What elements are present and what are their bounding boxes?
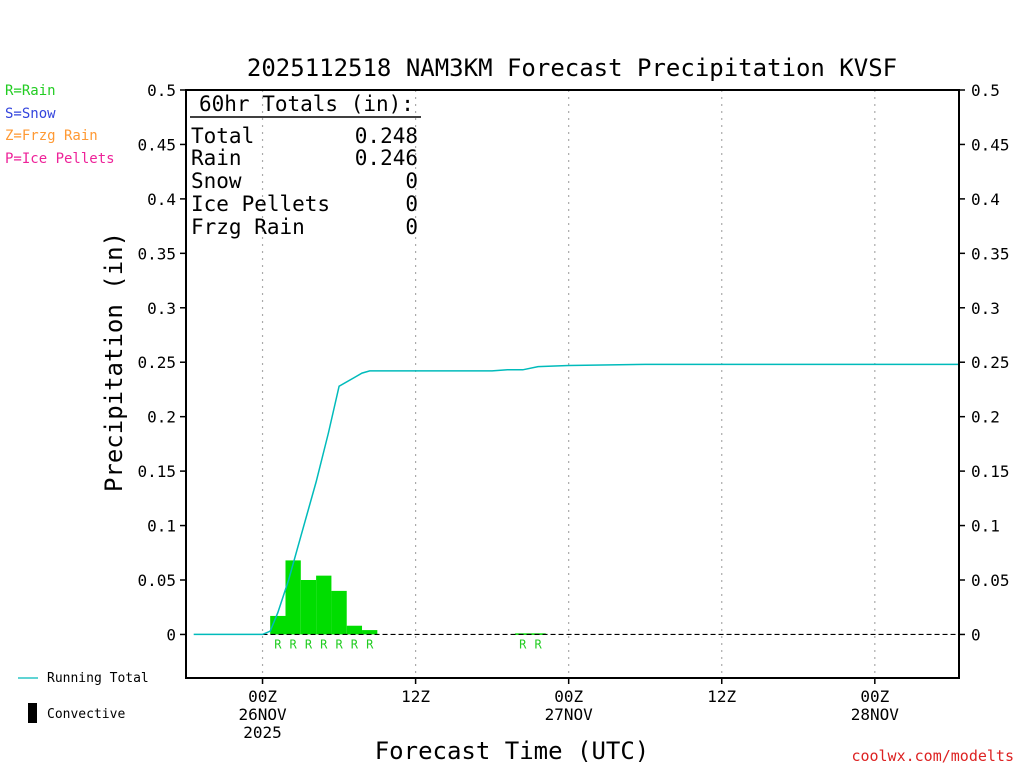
- totals-label-frzg-rain: Frzg Rain: [191, 215, 305, 239]
- rain-bar-1: [285, 560, 301, 635]
- rain-bar-3: [316, 575, 332, 635]
- totals-heading: 60hr Totals (in):: [199, 92, 414, 116]
- running-total-line: [193, 363, 959, 636]
- y-tick-label-right-6: 0.3: [971, 299, 1000, 318]
- totals-value-snow: 0: [405, 169, 418, 193]
- y-tick-label-left-4: 0.2: [147, 408, 176, 427]
- convective-legend-swatch: [28, 703, 37, 723]
- y-tick-label-right-9: 0.45: [971, 135, 1010, 154]
- grid-lines: [261, 90, 876, 678]
- totals-value-ice-pellets: 0: [405, 192, 418, 216]
- running-total-series: [193, 363, 959, 636]
- x-tick-label-3-0: 12Z: [707, 687, 736, 706]
- y-tick-label-right-2: 0.1: [971, 517, 1000, 536]
- y-tick-label-right-10: 0.5: [971, 81, 1000, 100]
- x-tick-label-0-0: 00Z: [248, 687, 277, 706]
- x-axis-label: Forecast Time (UTC): [375, 737, 650, 765]
- x-tick-label-0-2: 2025: [243, 723, 282, 742]
- totals-label-total: Total: [191, 124, 254, 148]
- chart-title: 2025112518 NAM3KM Forecast Precipitation…: [247, 54, 897, 82]
- rain-bar-5: [346, 625, 363, 635]
- y-tick-label-left-0: 0: [166, 625, 176, 644]
- y-tick-label-left-6: 0.3: [147, 299, 176, 318]
- y-tick-label-right-8: 0.4: [971, 190, 1000, 209]
- ptype-label-7: R: [519, 637, 527, 651]
- x-tick-label-0-1: 26NOV: [238, 705, 287, 724]
- ptype-label-5: R: [351, 637, 359, 651]
- x-tick-label-4-1: 28NOV: [851, 705, 900, 724]
- rain-bar-2: [300, 580, 317, 635]
- totals-value-rain: 0.246: [355, 146, 418, 170]
- x-tick-label-2-1: 27NOV: [545, 705, 594, 724]
- y-tick-label-left-10: 0.5: [147, 81, 176, 100]
- totals-value-frzg-rain: 0: [405, 215, 418, 239]
- ptype-legend-ice-pellets: P=Ice Pellets: [5, 150, 115, 167]
- y-tick-label-left-2: 0.1: [147, 517, 176, 536]
- y-tick-label-left-5: 0.25: [137, 353, 176, 372]
- x-tick-label-2-0: 00Z: [554, 687, 583, 706]
- y-tick-label-right-4: 0.2: [971, 408, 1000, 427]
- ptype-legend-rain: R=Rain: [5, 83, 56, 99]
- y-tick-label-left-3: 0.15: [137, 462, 176, 481]
- y-tick-label-right-5: 0.25: [971, 353, 1010, 372]
- ptype-label-1: R: [290, 637, 298, 651]
- ptype-label-3: R: [320, 637, 328, 651]
- rain-bar-6: [362, 630, 378, 635]
- ptype-legend-snow: S=Snow: [5, 105, 56, 122]
- y-axis-label: Precipitation (in): [100, 232, 128, 492]
- ptype-legend: R=Rain S=Snow Z=Frzg Rain P=Ice Pellets: [5, 80, 115, 170]
- totals-box: 60hr Totals (in): Total 0.248 Rain 0.246…: [190, 92, 421, 239]
- bottom-legend: Running Total Convective: [18, 671, 149, 723]
- convective-legend-label: Convective: [47, 707, 125, 722]
- y-tick-label-left-1: 0.05: [137, 571, 176, 590]
- ptype-label-2: R: [305, 637, 313, 651]
- totals-label-snow: Snow: [191, 169, 242, 193]
- ptype-legend-frzg-rain: Z=Frzg Rain: [5, 128, 98, 144]
- totals-label-rain: Rain: [191, 146, 242, 170]
- ptype-label-4: R: [335, 637, 343, 651]
- y-tick-label-right-0: 0: [971, 625, 981, 644]
- totals-value-total: 0.248: [355, 124, 418, 148]
- rain-bar-4: [331, 590, 347, 635]
- ptype-label-0: R: [274, 637, 282, 651]
- totals-label-ice-pellets: Ice Pellets: [191, 192, 330, 216]
- rain-bars: [270, 560, 546, 635]
- y-axis-ticks: 0 00.05 0.050.1 0.10.15 0.150.2 0.20.25 0.250.…: [137, 81, 1009, 644]
- y-tick-label-left-8: 0.4: [147, 190, 176, 209]
- y-tick-label-right-3: 0.15: [971, 462, 1010, 481]
- x-tick-label-4-0: 00Z: [860, 687, 889, 706]
- running-total-legend-label: Running Total: [47, 671, 149, 686]
- ptype-label-8: R: [534, 637, 542, 651]
- y-tick-label-left-9: 0.45: [137, 135, 176, 154]
- ptype-label-6: R: [366, 637, 374, 651]
- y-tick-label-right-1: 0.05: [971, 571, 1010, 590]
- x-tick-label-1-0: 12Z: [401, 687, 430, 706]
- y-tick-label-left-7: 0.35: [137, 244, 176, 263]
- credit-text: coolwx.com/modelts: [851, 747, 1014, 765]
- plot-frame: [185, 89, 960, 679]
- y-tick-label-right-7: 0.35: [971, 244, 1010, 263]
